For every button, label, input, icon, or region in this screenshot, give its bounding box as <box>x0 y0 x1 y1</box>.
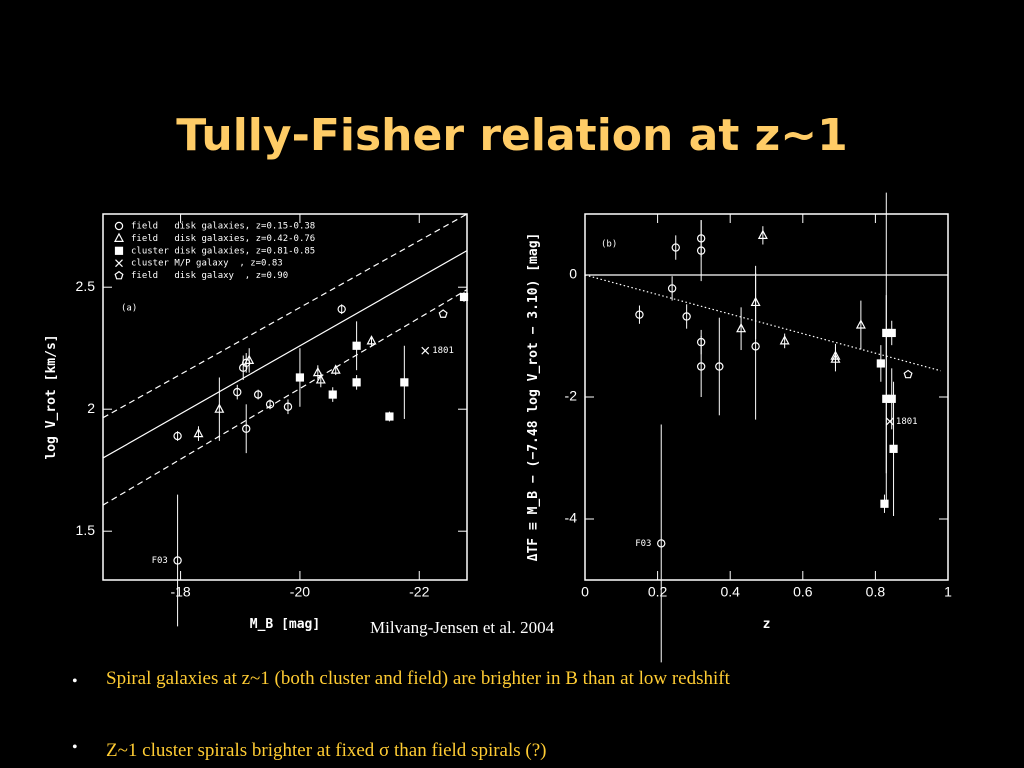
fit-line <box>103 250 467 459</box>
bullet-text: Spiral galaxies at z~1 (both cluster and… <box>106 668 730 689</box>
x-tick-label: 1 <box>944 584 952 600</box>
y-tick-label: 2 <box>87 400 95 416</box>
fit-line <box>103 289 467 506</box>
marker <box>352 341 361 350</box>
bullet-dot: • <box>72 739 78 756</box>
y-axis-label: ΔTF ≡ M_B − (−7.48 log V_rot − 3.10) [ma… <box>526 233 541 562</box>
marker <box>750 296 761 307</box>
y-tick-label: -2 <box>565 388 578 404</box>
x-axis-label: z <box>763 617 771 632</box>
chart: -18 -20 -22 1.5 2 2.5 M_B [mag] log V_rot [km/s… <box>44 213 469 632</box>
citation: Milvang-Jensen et al. 2004 <box>370 618 555 637</box>
legend-label: field disk galaxies, z=0.15-0.38 <box>131 222 315 232</box>
x-tick-label: 0.2 <box>648 584 668 600</box>
legend-label: cluster disk galaxies, z=0.81-0.85 <box>131 246 315 256</box>
fit-line <box>585 274 941 372</box>
marker <box>421 346 430 355</box>
marker <box>682 312 691 321</box>
y-axis-label: log V_rot [km/s] <box>44 334 59 459</box>
annotation: 1801 <box>896 417 918 427</box>
y-tick-label: 1.5 <box>76 522 96 538</box>
legend-marker <box>114 232 124 242</box>
marker <box>779 335 790 345</box>
x-tick-label: 0.6 <box>793 584 813 600</box>
marker <box>696 246 706 255</box>
marker <box>751 342 760 351</box>
marker <box>352 378 361 387</box>
bullet-text: Z~1 cluster spirals brighter at fixed σ … <box>106 740 547 761</box>
marker <box>193 427 204 438</box>
bullet-box: Spiral galaxies at z~1 (both cluster and… <box>106 668 730 689</box>
marker <box>830 353 841 363</box>
marker <box>880 499 889 508</box>
x-tick-label: 0.8 <box>866 584 886 600</box>
panel-label: (b) <box>601 240 617 250</box>
annotation: F03 <box>152 556 168 566</box>
legend-marker <box>114 221 124 231</box>
marker <box>233 387 242 397</box>
plot-frame <box>102 213 468 581</box>
marker <box>366 335 377 345</box>
slide-title: Tully-Fisher relation at z~1 <box>176 110 848 161</box>
legend-marker <box>114 270 124 280</box>
legend-marker <box>114 246 124 255</box>
marker <box>887 328 896 338</box>
chart: 0 0.2 0.4 0.6 0.8 1 0 -2 -4 z ΔTF ≡ M_B − (−7.48 l… <box>526 192 952 663</box>
marker <box>295 373 305 382</box>
marker <box>244 354 255 364</box>
marker <box>876 359 885 368</box>
marker <box>696 362 706 371</box>
marker <box>315 374 326 384</box>
annotation: 1801 <box>432 346 454 356</box>
marker <box>736 322 747 333</box>
marker <box>903 369 913 379</box>
marker <box>667 284 677 293</box>
y-tick-label: -4 <box>565 510 578 526</box>
legend-marker <box>115 259 123 268</box>
marker <box>459 292 469 302</box>
marker <box>885 417 894 426</box>
marker <box>283 402 293 411</box>
panel-label: (a) <box>121 304 137 314</box>
x-tick-label: -22 <box>409 584 429 600</box>
marker <box>330 364 341 374</box>
legend-label: cluster M/P galaxy , z=0.83 <box>131 259 283 269</box>
bullet-dot: • <box>72 673 78 690</box>
x-axis-label: M_B [mag] <box>250 617 320 632</box>
marker <box>328 390 337 399</box>
x-tick-label: 0 <box>581 584 589 600</box>
marker <box>385 412 394 421</box>
marker <box>635 310 644 319</box>
annotation: F03 <box>635 539 651 549</box>
marker <box>889 444 898 453</box>
marker <box>173 431 182 441</box>
marker <box>715 362 724 371</box>
marker <box>438 309 448 318</box>
marker <box>400 378 409 387</box>
marker <box>214 403 225 413</box>
marker <box>265 400 275 409</box>
y-tick-label: 0 <box>569 266 577 282</box>
y-tick-label: 2.5 <box>76 278 96 294</box>
marker <box>312 366 323 377</box>
marker <box>671 243 680 252</box>
marker <box>173 556 182 565</box>
x-tick-label: -18 <box>170 584 190 600</box>
marker <box>855 319 866 329</box>
legend-label: field disk galaxies, z=0.42-0.76 <box>131 234 315 244</box>
marker <box>887 394 896 403</box>
marker <box>657 539 666 548</box>
marker <box>757 229 768 239</box>
marker <box>242 424 251 433</box>
marker <box>337 304 346 314</box>
marker <box>253 390 263 399</box>
legend-label: field disk galaxy , z=0.90 <box>131 271 288 281</box>
x-tick-label: 0.4 <box>720 584 740 600</box>
x-tick-label: -20 <box>290 584 310 600</box>
